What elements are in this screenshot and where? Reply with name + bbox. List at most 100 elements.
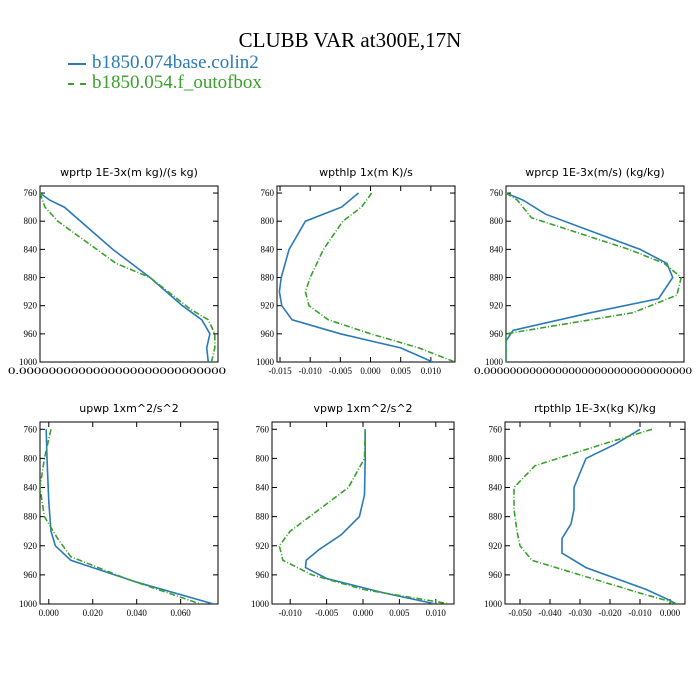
x-tick-label: 0.020 [83,608,104,618]
x-tick-label: 0.060 [171,608,192,618]
series-line-outofbox [40,192,216,362]
x-tick-label: -0.050 [508,608,532,618]
x-tick-label: 0.000 [660,608,681,618]
series-line-base [45,429,214,604]
series-line-outofbox [304,192,455,362]
y-tick-label: 880 [261,273,275,283]
y-tick-label: 840 [261,244,275,254]
x-tick-label: -0.010 [299,366,323,376]
plot-frame [504,421,686,605]
legend-entry-base: b1850.074base.colin2 [68,52,259,74]
y-tick-label: 960 [490,329,504,339]
y-tick-label: 1000 [19,357,38,367]
chart-title: CLUBB VAR at300E,17N [238,28,462,52]
chart-panel-5: vpwp 1xm^2/s^2 760 800 840 880 920 960 1000 -0.0… [251,402,455,618]
panel-title: upwp 1xm^2/s^2 [79,402,179,415]
panel-title: rtpthlp 1E-3x(kg K)/kg [534,402,656,415]
y-tick-label: 760 [24,188,38,198]
legend-line-icon [68,82,86,85]
y-tick-label: 920 [256,541,270,551]
series-line-base [561,428,677,604]
y-tick-label: 840 [24,483,38,493]
x-tick-label: -0.015 [268,366,292,376]
y-tick-label: 760 [490,188,504,198]
plot-frame [271,421,455,605]
series-line-outofbox [278,429,451,604]
series-line-outofbox [40,429,201,604]
panel-title: wpthlp 1x(m K)/s [319,166,413,179]
y-tick-label: 920 [261,301,275,311]
y-tick-label: 880 [24,512,38,522]
plot-frame [39,421,219,605]
y-tick-label: 960 [261,329,275,339]
legend-line-icon [68,62,86,65]
y-tick-label: 960 [24,570,38,580]
x-tick-label: 0.040 [127,608,148,618]
x-tick-label: 0.000 [360,366,381,376]
x-tick-label: 0.000 [39,608,60,618]
y-tick-label: 880 [256,512,270,522]
x-tick-label: 0.0000000000000000000000000000 [8,366,227,376]
y-tick-label: 760 [489,424,503,434]
y-tick-label: 960 [489,570,503,580]
x-tick-label: 0.005 [391,366,412,376]
x-tick-label: -0.020 [598,608,622,618]
chart-panel-6: rtpthlp 1E-3x(kg K)/kg 760 800 840 880 920 960… [484,402,686,618]
x-tick-label: -0.005 [315,608,339,618]
y-tick-label: 800 [24,453,38,463]
legend-entry-outofbox: b1850.054.f_outofbox [68,72,262,94]
legend-label: b1850.054.f_outofbox [92,72,262,93]
series-line-base [506,192,674,362]
y-tick-label: 920 [489,541,503,551]
y-tick-label: 800 [24,216,38,226]
plot-frame [505,185,685,363]
x-tick-label: 0.005 [389,608,410,618]
panel-title: vpwp 1xm^2/s^2 [313,402,412,415]
y-tick-label: 1000 [256,357,275,367]
chart-panel-2: wpthlp 1x(m K)/s7608008408809209601000-0… [256,166,456,376]
y-tick-label: 760 [261,188,275,198]
y-tick-label: 1000 [484,599,503,609]
x-tick-label: -0.010 [628,608,652,618]
x-tick-label: 0.00000000000000000000000000000000 [474,366,693,376]
y-tick-label: 920 [490,301,504,311]
panel-title: wprtp 1E-3x(m kg)/(s kg) [60,166,198,179]
y-tick-label: 760 [256,424,270,434]
y-tick-label: 920 [24,541,38,551]
panel-title: wprcp 1E-3x(m/s) (kg/kg) [525,166,664,179]
y-tick-label: 1000 [19,599,38,609]
chart-panel-1: wprtp 1E-3x(m kg)/(s kg) 760 800 840 880 920 9… [8,166,227,376]
y-tick-label: 960 [24,329,38,339]
chart-panel-3: wprcp 1E-3x(m/s) (kg/kg) 760 800 840 880 920 9… [474,166,693,376]
y-tick-label: 800 [256,453,270,463]
legend-label: b1850.074base.colin2 [92,52,259,73]
plot-frame [276,185,456,363]
chart-panel-4: upwp 1xm^2/s^2 760 800 840 880 920 960 10000.00… [19,402,219,618]
x-tick-label: 0.010 [421,366,442,376]
y-tick-label: 800 [261,216,275,226]
x-tick-label: -0.040 [538,608,562,618]
series-line-base [40,192,211,362]
y-tick-label: 800 [490,216,504,226]
y-tick-label: 880 [490,273,504,283]
y-tick-label: 840 [489,483,503,493]
y-tick-label: 880 [24,273,38,283]
x-tick-label: -0.010 [279,608,303,618]
x-tick-label: -0.005 [329,366,353,376]
y-tick-label: 1000 [485,357,504,367]
y-tick-label: 1000 [251,599,270,609]
y-tick-label: 880 [489,512,503,522]
series-line-base [278,192,434,362]
series-line-outofbox [506,192,683,362]
y-tick-label: 800 [489,453,503,463]
y-tick-label: 840 [490,244,504,254]
series-line-outofbox [513,428,680,604]
x-tick-label: 0.010 [426,608,447,618]
y-tick-label: 840 [256,483,270,493]
plot-frame [39,185,219,363]
y-tick-label: 760 [24,424,38,434]
y-tick-label: 960 [256,570,270,580]
series-line-base [304,429,436,604]
x-tick-label: -0.030 [568,608,592,618]
